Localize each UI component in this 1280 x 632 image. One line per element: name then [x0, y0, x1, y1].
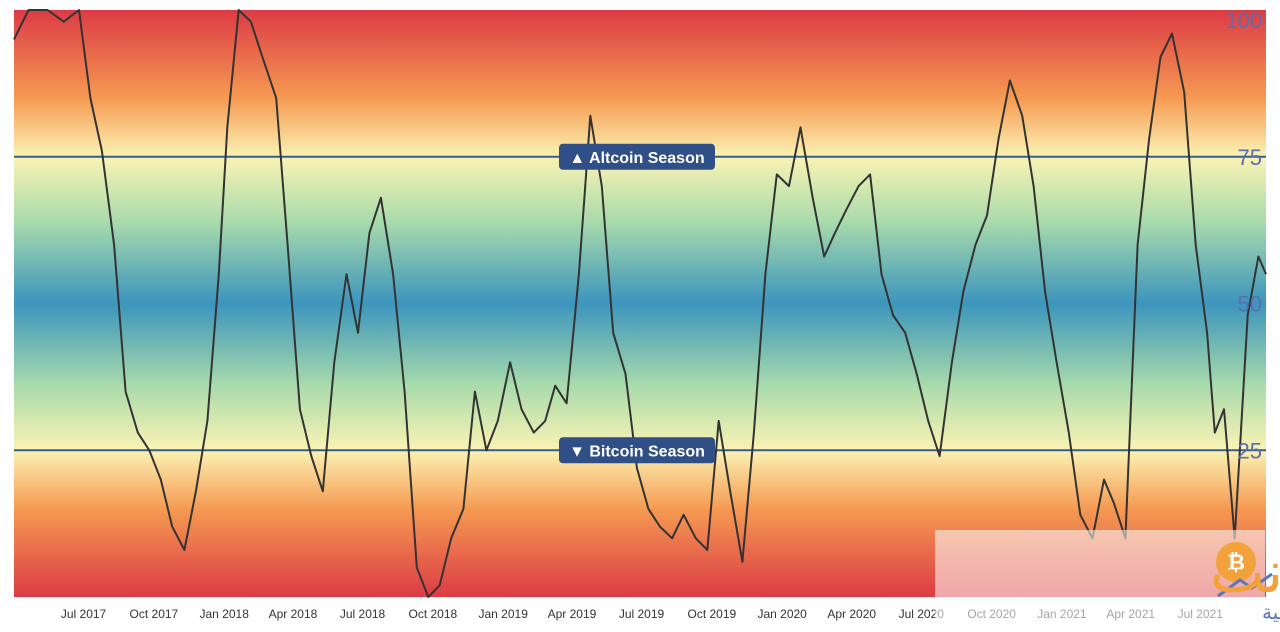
x-tick-label: Jul 2019 — [619, 607, 665, 621]
reference-label-text: ▲ Altcoin Season — [569, 150, 704, 167]
y-tick-label: 100 — [1225, 8, 1262, 33]
x-tick-label: Apr 2020 — [827, 607, 876, 621]
x-tick-label: Apr 2019 — [548, 607, 597, 621]
x-tick-label: Apr 2018 — [269, 607, 318, 621]
x-tick-label: Oct 2019 — [687, 607, 736, 621]
reference-label: ▲ Altcoin Season — [559, 144, 715, 170]
y-tick-label: 50 — [1238, 292, 1262, 317]
x-tick-label: Oct 2017 — [130, 607, 179, 621]
watermark-subtext: 0 أخبار العملات الرقمية — [1262, 599, 1280, 624]
x-tick-label: Oct 2018 — [409, 607, 458, 621]
y-tick-label: 25 — [1238, 438, 1262, 463]
plot-background — [14, 10, 1266, 597]
x-tick-label: Jul 2017 — [61, 607, 107, 621]
y-tick-label: 75 — [1238, 145, 1262, 170]
x-tick-label: Jan 2019 — [478, 607, 528, 621]
x-tick-label: Jan 2018 — [200, 607, 250, 621]
x-tick-label: Jan 2020 — [757, 607, 807, 621]
watermark: ₿ الكريبتو.نت 0 أخبار العملات الرقمية — [935, 530, 1280, 624]
reference-label-text: ▼ Bitcoin Season — [569, 443, 705, 460]
reference-label: ▼ Bitcoin Season — [559, 437, 715, 463]
x-tick-label: Jul 2018 — [340, 607, 386, 621]
watermark-text: الكريبتو.نت — [1210, 538, 1280, 607]
